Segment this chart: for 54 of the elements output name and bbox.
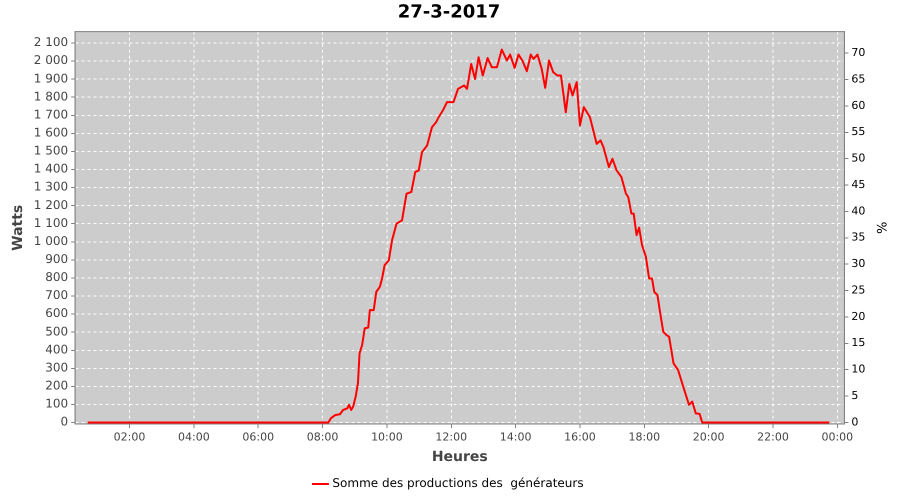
y-tick-label: 1 100 <box>34 216 68 230</box>
y-tick-label: 1 500 <box>34 144 68 158</box>
y2-tick-label: 60 <box>851 98 866 112</box>
y-tick-label: 100 <box>45 396 68 411</box>
y-tick-label: 900 <box>45 252 68 266</box>
x-tick-label: 10:00 <box>371 430 403 444</box>
x-tick-label: 22:00 <box>757 430 789 444</box>
y-tick-label: 2 000 <box>34 53 68 68</box>
x-tick-label: 08:00 <box>306 430 338 444</box>
y-tick-label: 0 <box>60 414 68 429</box>
y2-tick-label: 25 <box>851 283 866 296</box>
y-tick-label: 2 100 <box>34 35 68 50</box>
y2-tick-label: 0 <box>851 415 858 428</box>
x-tick-label: 20:00 <box>692 430 724 444</box>
y-tick-label: 1 700 <box>34 107 68 122</box>
y-tick-label: 700 <box>45 288 68 302</box>
y-tick-label: 1 300 <box>34 180 68 194</box>
y-tick-label: 800 <box>45 270 68 284</box>
y2-tick-label: 30 <box>851 257 866 270</box>
x-tick-label: 18:00 <box>628 430 660 444</box>
y2-tick-label: 20 <box>851 310 866 323</box>
y-tick-label: 500 <box>45 324 68 338</box>
x-tick-label: 12:00 <box>435 430 468 444</box>
y-tick-label: 1 900 <box>34 71 68 86</box>
y-tick-label: 1 400 <box>34 162 68 176</box>
y-tick-label: 600 <box>45 306 68 320</box>
legend-label: Somme des productions des générateurs <box>332 476 584 490</box>
chart-title: 27-3-2017 <box>398 1 500 22</box>
y2-axis-title: % <box>872 222 888 234</box>
x-tick-label: 00:00 <box>821 430 854 444</box>
x-tick-label: 16:00 <box>564 430 596 444</box>
y2-tick-label: 40 <box>851 204 866 218</box>
y2-tick-label: 70 <box>851 46 866 60</box>
y-axis-title: Watts <box>10 204 26 251</box>
y2-tick-label: 15 <box>851 336 866 350</box>
x-axis-title: Heures <box>432 449 488 466</box>
y-tick-label: 400 <box>45 342 68 356</box>
y-tick-label: 1 200 <box>34 198 68 212</box>
x-tick-label: 04:00 <box>178 430 210 444</box>
y-tick-label: 300 <box>45 360 68 374</box>
y2-tick-label: 5 <box>851 388 858 402</box>
y2-tick-label: 10 <box>851 362 866 376</box>
x-tick-label: 14:00 <box>500 430 532 444</box>
y2-tick-label: 50 <box>851 152 866 165</box>
y-tick-label: 200 <box>45 378 68 393</box>
y-tick-label: 1 000 <box>34 234 68 248</box>
y2-tick-label: 55 <box>851 125 866 138</box>
y2-tick-label: 45 <box>851 178 866 191</box>
y2-tick-label: 65 <box>851 72 866 86</box>
y-tick-label: 1 600 <box>34 125 68 140</box>
x-tick-label: 02:00 <box>114 430 146 444</box>
y-tick-label: 1 800 <box>34 89 68 104</box>
y2-tick-label: 35 <box>851 230 866 244</box>
x-tick-label: 06:00 <box>242 430 274 444</box>
